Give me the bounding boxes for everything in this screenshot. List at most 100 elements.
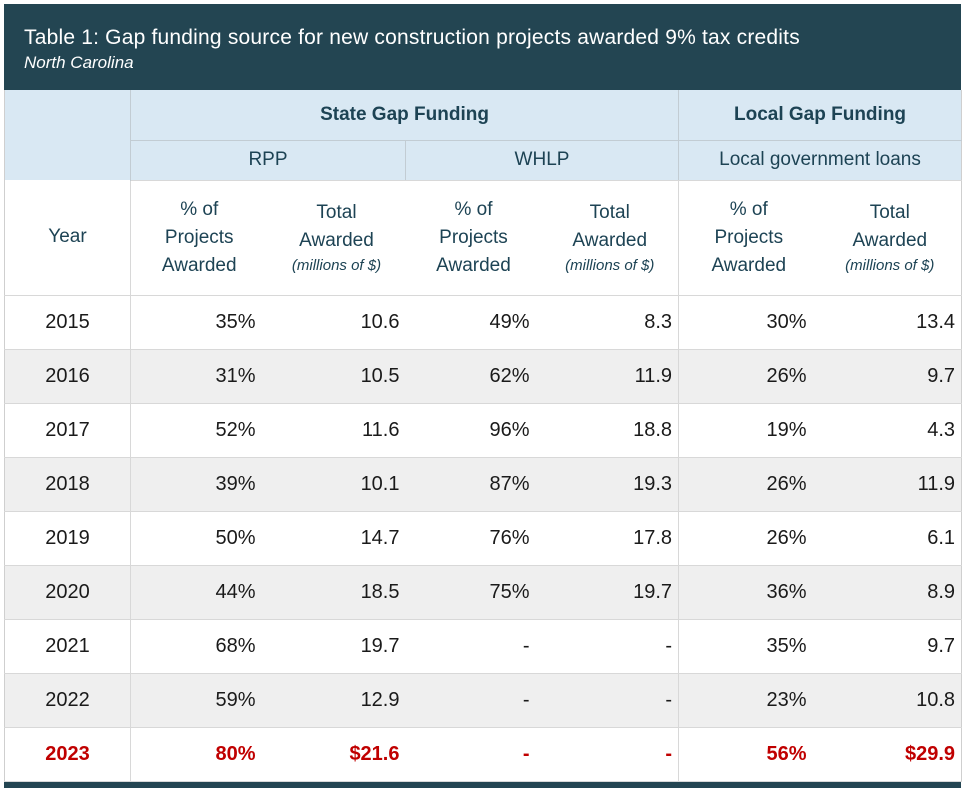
rpp-total-cell: 14.7 — [360, 526, 400, 549]
year-cell: 2015 — [4, 295, 131, 349]
group-header-state-gap-funding: State Gap Funding — [130, 90, 680, 141]
whlp-total-cell: 8.3 — [541, 295, 680, 349]
rpp-pct-cell: 44% — [215, 580, 256, 603]
rpp-total-cell: 18.5 — [360, 580, 400, 603]
local-pct-cell: 26% — [766, 472, 807, 495]
local-pct-cell: 26% — [766, 526, 807, 549]
table-row: 2019 50% 14.7 76% 17.8 26% 6.1 — [4, 511, 962, 565]
rpp-pct-cell: 80% — [215, 742, 256, 765]
rpp-pct-cell: 50% — [215, 526, 256, 549]
table-row: 2016 31% 10.5 62% 11.9 26% 9.7 — [4, 349, 962, 403]
local-pct-cell: 19% — [766, 418, 807, 441]
rpp-total-cell: 10.5 — [360, 364, 400, 387]
local-total-cell: 13.4 — [916, 310, 956, 333]
whlp-total-cell: - — [541, 727, 680, 781]
total-header-label: Total Awarded — [572, 201, 648, 251]
whlp-pct-cell: 96% — [489, 418, 530, 441]
year-cell: 2023 — [4, 727, 131, 781]
column-header-rpp-total: Total Awarded (millions of $) — [267, 180, 406, 296]
column-header-whlp-total: Total Awarded (millions of $) — [541, 180, 680, 296]
whlp-pct-cell: 49% — [489, 310, 530, 333]
whlp-total-cell: 18.8 — [541, 403, 680, 457]
table-row: 2022 59% 12.9 - - 23% 10.8 — [4, 673, 962, 727]
total-header-label: Total Awarded — [852, 201, 928, 251]
year-cell: 2022 — [4, 673, 131, 727]
group-header-local-gap-funding: Local Gap Funding — [678, 90, 962, 141]
year-cell: 2016 — [4, 349, 131, 403]
year-cell: 2019 — [4, 511, 131, 565]
rpp-total-cell: 12.9 — [360, 688, 400, 711]
local-total-cell: $29.9 — [904, 742, 956, 765]
table-body: 2015 35% 10.6 49% 8.3 30% 13.4 2016 31% … — [4, 295, 962, 781]
subgroup-header-local-government-loans: Local government loans — [678, 140, 962, 181]
local-pct-cell: 30% — [766, 310, 807, 333]
gap-funding-table: State Gap Funding Local Gap Funding RPP … — [4, 90, 963, 782]
subgroup-header-rpp: RPP — [130, 140, 406, 181]
pct-header-label: % of Projects Awarded — [436, 198, 511, 276]
rpp-pct-cell: 39% — [215, 472, 256, 495]
rpp-total-cell: 11.6 — [362, 418, 400, 441]
local-pct-cell: 23% — [766, 688, 807, 711]
subgroup-header-whlp: WHLP — [405, 140, 680, 181]
column-header-row: Year % of Projects Awarded Total Awarded… — [4, 180, 962, 296]
column-header-rpp-pct: % of Projects Awarded — [130, 180, 268, 296]
table-row: 2021 68% 19.7 - - 35% 9.7 — [4, 619, 962, 673]
column-header-year: Year — [4, 180, 131, 296]
bottom-accent-bar — [4, 781, 961, 788]
whlp-total-cell: 11.9 — [541, 349, 680, 403]
rpp-total-cell: $21.6 — [349, 742, 400, 765]
total-header-note: (millions of $) — [291, 256, 382, 274]
column-header-whlp-pct: % of Projects Awarded — [405, 180, 542, 296]
table-subtitle: North Carolina — [24, 52, 134, 72]
pct-header-label: % of Projects Awarded — [161, 198, 237, 276]
local-pct-cell: 35% — [766, 634, 807, 657]
whlp-total-cell: 19.7 — [541, 565, 680, 619]
local-total-cell: 4.3 — [927, 418, 956, 441]
local-pct-cell: 26% — [766, 364, 807, 387]
table-row: 2017 52% 11.6 96% 18.8 19% 4.3 — [4, 403, 962, 457]
local-total-cell: 11.9 — [917, 472, 956, 495]
table-row: 2020 44% 18.5 75% 19.7 36% 8.9 — [4, 565, 962, 619]
group-header-row: State Gap Funding Local Gap Funding — [4, 90, 962, 180]
table-row: 2018 39% 10.1 87% 19.3 26% 11.9 — [4, 457, 962, 511]
whlp-pct-cell: - — [522, 688, 530, 711]
column-header-local-pct: % of Projects Awarded — [678, 180, 819, 296]
subgroup-header-row: RPP WHLP Local government loans — [5, 140, 962, 181]
rpp-total-cell: 10.6 — [360, 310, 400, 333]
rpp-pct-cell: 59% — [215, 688, 256, 711]
whlp-total-cell: - — [541, 673, 680, 727]
local-pct-cell: 56% — [766, 742, 807, 765]
rpp-pct-cell: 31% — [215, 364, 256, 387]
local-pct-cell: 36% — [766, 580, 807, 603]
whlp-pct-cell: 87% — [489, 472, 530, 495]
year-cell: 2020 — [4, 565, 131, 619]
local-total-cell: 9.7 — [927, 634, 956, 657]
local-total-cell: 6.1 — [927, 526, 956, 549]
year-cell: 2018 — [4, 457, 131, 511]
rpp-total-cell: 10.1 — [360, 472, 400, 495]
local-total-cell: 9.7 — [927, 364, 956, 387]
whlp-pct-cell: 62% — [489, 364, 530, 387]
column-header-local-total: Total Awarded (millions of $) — [818, 180, 962, 296]
rpp-total-cell: 19.7 — [360, 634, 400, 657]
rpp-pct-cell: 68% — [215, 634, 256, 657]
whlp-total-cell: - — [541, 619, 680, 673]
total-header-note: (millions of $) — [565, 256, 655, 274]
rpp-pct-cell: 35% — [215, 310, 256, 333]
whlp-pct-cell: - — [522, 634, 530, 657]
whlp-total-cell: 17.8 — [541, 511, 680, 565]
title-bar: Table 1: Gap funding source for new cons… — [4, 4, 961, 90]
total-header-label: Total Awarded — [299, 201, 374, 251]
local-total-cell: 8.9 — [927, 580, 956, 603]
pct-header-label: % of Projects Awarded — [711, 198, 787, 276]
table-header: State Gap Funding Local Gap Funding RPP … — [4, 90, 962, 296]
year-cell: 2017 — [4, 403, 131, 457]
table-row: 2015 35% 10.6 49% 8.3 30% 13.4 — [4, 295, 962, 349]
whlp-pct-cell: 76% — [489, 526, 530, 549]
whlp-pct-cell: - — [522, 742, 530, 765]
local-total-cell: 10.8 — [916, 688, 956, 711]
total-header-note: (millions of $) — [845, 256, 935, 274]
whlp-pct-cell: 75% — [489, 580, 530, 603]
rpp-pct-cell: 52% — [215, 418, 256, 441]
